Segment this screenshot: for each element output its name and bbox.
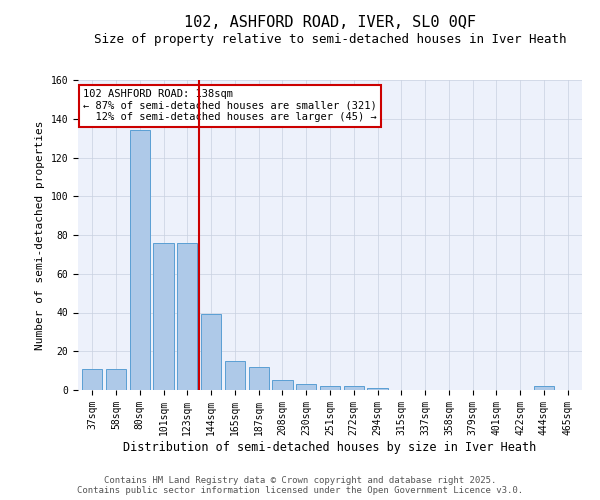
Text: Contains HM Land Registry data © Crown copyright and database right 2025.
Contai: Contains HM Land Registry data © Crown c… (77, 476, 523, 495)
Bar (82, 368, 103, 390)
Text: 102, ASHFORD ROAD, IVER, SL0 0QF: 102, ASHFORD ROAD, IVER, SL0 0QF (184, 15, 476, 30)
Bar (248, 367, 269, 390)
Bar (225, 361, 245, 390)
Bar (154, 243, 173, 390)
Text: Size of property relative to semi-detached houses in Iver Heath: Size of property relative to semi-detach… (94, 32, 566, 46)
Bar (344, 386, 364, 390)
Bar (296, 384, 316, 390)
Bar (177, 243, 197, 390)
Bar (320, 386, 340, 390)
Bar (534, 386, 554, 390)
Bar (367, 388, 388, 390)
Bar (272, 380, 293, 390)
Bar (201, 314, 221, 390)
X-axis label: Distribution of semi-detached houses by size in Iver Heath: Distribution of semi-detached houses by … (124, 440, 536, 454)
Bar (130, 130, 150, 390)
Y-axis label: Number of semi-detached properties: Number of semi-detached properties (35, 120, 45, 350)
Bar (106, 368, 126, 390)
Text: 102 ASHFORD ROAD: 138sqm
← 87% of semi-detached houses are smaller (321)
  12% o: 102 ASHFORD ROAD: 138sqm ← 87% of semi-d… (83, 90, 377, 122)
